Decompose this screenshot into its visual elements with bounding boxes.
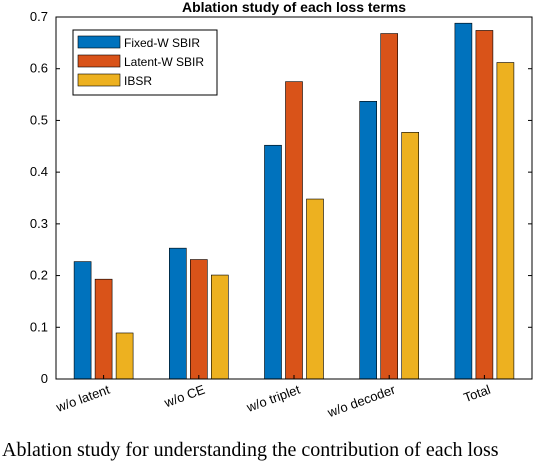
y-tick-label: 0.5 — [30, 112, 48, 127]
legend-label: IBSR — [124, 74, 152, 88]
figure-caption: Ablation study for understanding the con… — [2, 439, 499, 461]
x-tick-label: Total — [461, 382, 492, 406]
x-tick-label: w/o CE — [161, 382, 207, 411]
bars-group — [73, 22, 515, 380]
x-tick-label: w/o decoder — [325, 381, 398, 420]
bar-w-o-decoder-series-3 — [401, 132, 420, 380]
y-tick-label: 0.7 — [30, 9, 48, 24]
bar-total-series-3 — [496, 62, 515, 380]
legend-swatch — [77, 54, 121, 68]
legend-label: Fixed-W SBIR — [124, 36, 200, 50]
bar-chart: Ablation study of each loss terms 0 0.1 0.… — [30, 0, 533, 420]
bar-w-o-triplet-series-2 — [285, 81, 303, 380]
y-tick-label: 0.2 — [30, 268, 48, 283]
chart-title: Ablation study of each loss terms — [182, 0, 406, 15]
bar-w-o-ce-series-2 — [190, 259, 208, 380]
bar-w-o-ce-series-3 — [211, 274, 229, 380]
x-tick-label: w/o latent — [53, 382, 112, 416]
y-tick-label: 0.1 — [30, 319, 48, 334]
bar-w-o-triplet-series-1 — [264, 144, 282, 380]
x-tick-label: w/o triplet — [244, 382, 303, 416]
legend-swatch — [77, 35, 121, 49]
x-axis: w/o latent w/o CE w/o triplet w/o decoder To… — [53, 375, 493, 420]
y-tick-label: 0.3 — [30, 216, 48, 231]
bar-total-series-2 — [475, 30, 494, 380]
bar-w-o-latent-series-3 — [115, 332, 134, 380]
bar-w-o-decoder-series-2 — [380, 33, 399, 380]
y-tick-label: 0.4 — [30, 164, 48, 179]
bar-w-o-triplet-series-3 — [306, 198, 324, 380]
bar-w-o-latent-series-1 — [73, 261, 92, 380]
bar-w-o-decoder-series-1 — [359, 100, 378, 380]
legend-swatch — [77, 73, 121, 87]
legend-label: Latent-W SBIR — [124, 55, 204, 69]
y-axis: 0 0.1 0.2 0.3 0.4 0.5 0.6 0.7 — [30, 9, 532, 386]
bar-w-o-ce-series-1 — [169, 247, 187, 380]
bar-w-o-latent-series-2 — [94, 278, 113, 380]
y-tick-label: 0 — [41, 371, 48, 386]
bar-total-series-1 — [454, 22, 473, 380]
y-tick-label: 0.6 — [30, 61, 48, 76]
legend: Fixed-W SBIR Latent-W SBIR IBSR — [72, 29, 218, 96]
